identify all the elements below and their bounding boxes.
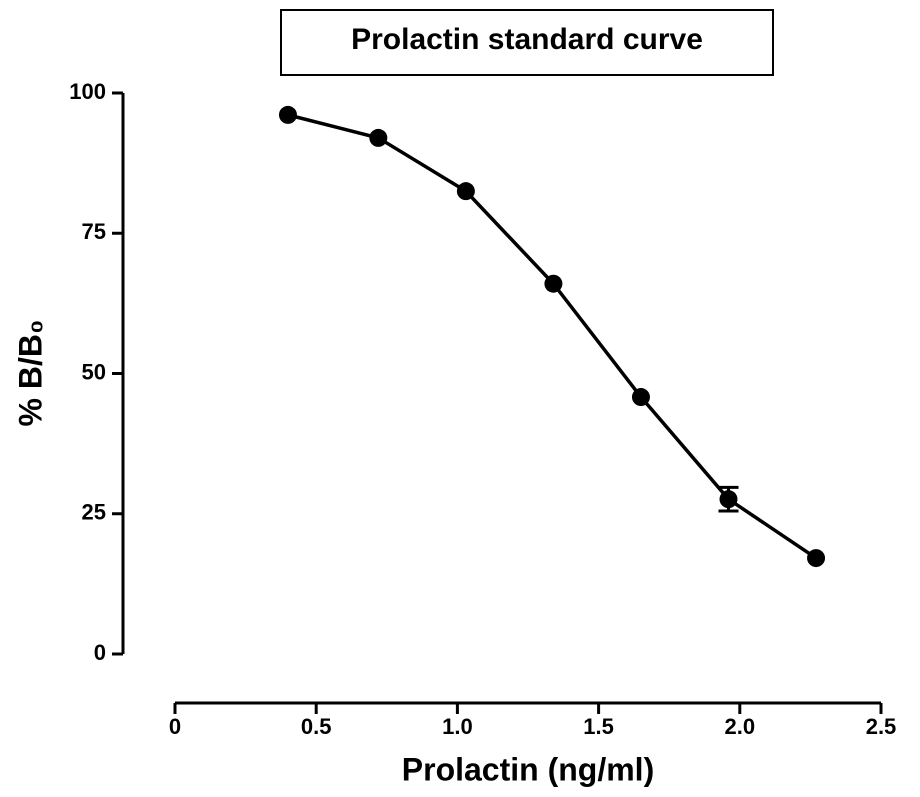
point: [369, 128, 388, 147]
point: [278, 105, 297, 124]
y-tick-label: 50: [82, 359, 106, 384]
chart-title: Prolactin standard curve: [351, 23, 703, 56]
x-tick-label: 2.0: [725, 714, 756, 739]
x-tick-label: 0: [169, 714, 181, 739]
x-axis-label: Prolactin (ng/ml): [402, 751, 654, 787]
point: [719, 490, 738, 509]
point: [456, 182, 475, 201]
x-tick-label: 2.5: [866, 714, 897, 739]
x-tick-label: 0.5: [301, 714, 332, 739]
point: [544, 274, 563, 293]
line: [287, 113, 818, 560]
title-box: [280, 9, 774, 76]
x-tick-label: 1.5: [583, 714, 614, 739]
y-tick-label: 25: [82, 500, 106, 525]
point: [807, 549, 826, 568]
x-tick-label: 1.0: [442, 714, 473, 739]
y-tick-label: 0: [94, 640, 106, 665]
y-tick-label: 75: [82, 219, 106, 244]
point: [631, 388, 650, 407]
y-tick-label: 100: [69, 79, 106, 104]
y-axis-label: % B/B₀: [12, 320, 48, 427]
